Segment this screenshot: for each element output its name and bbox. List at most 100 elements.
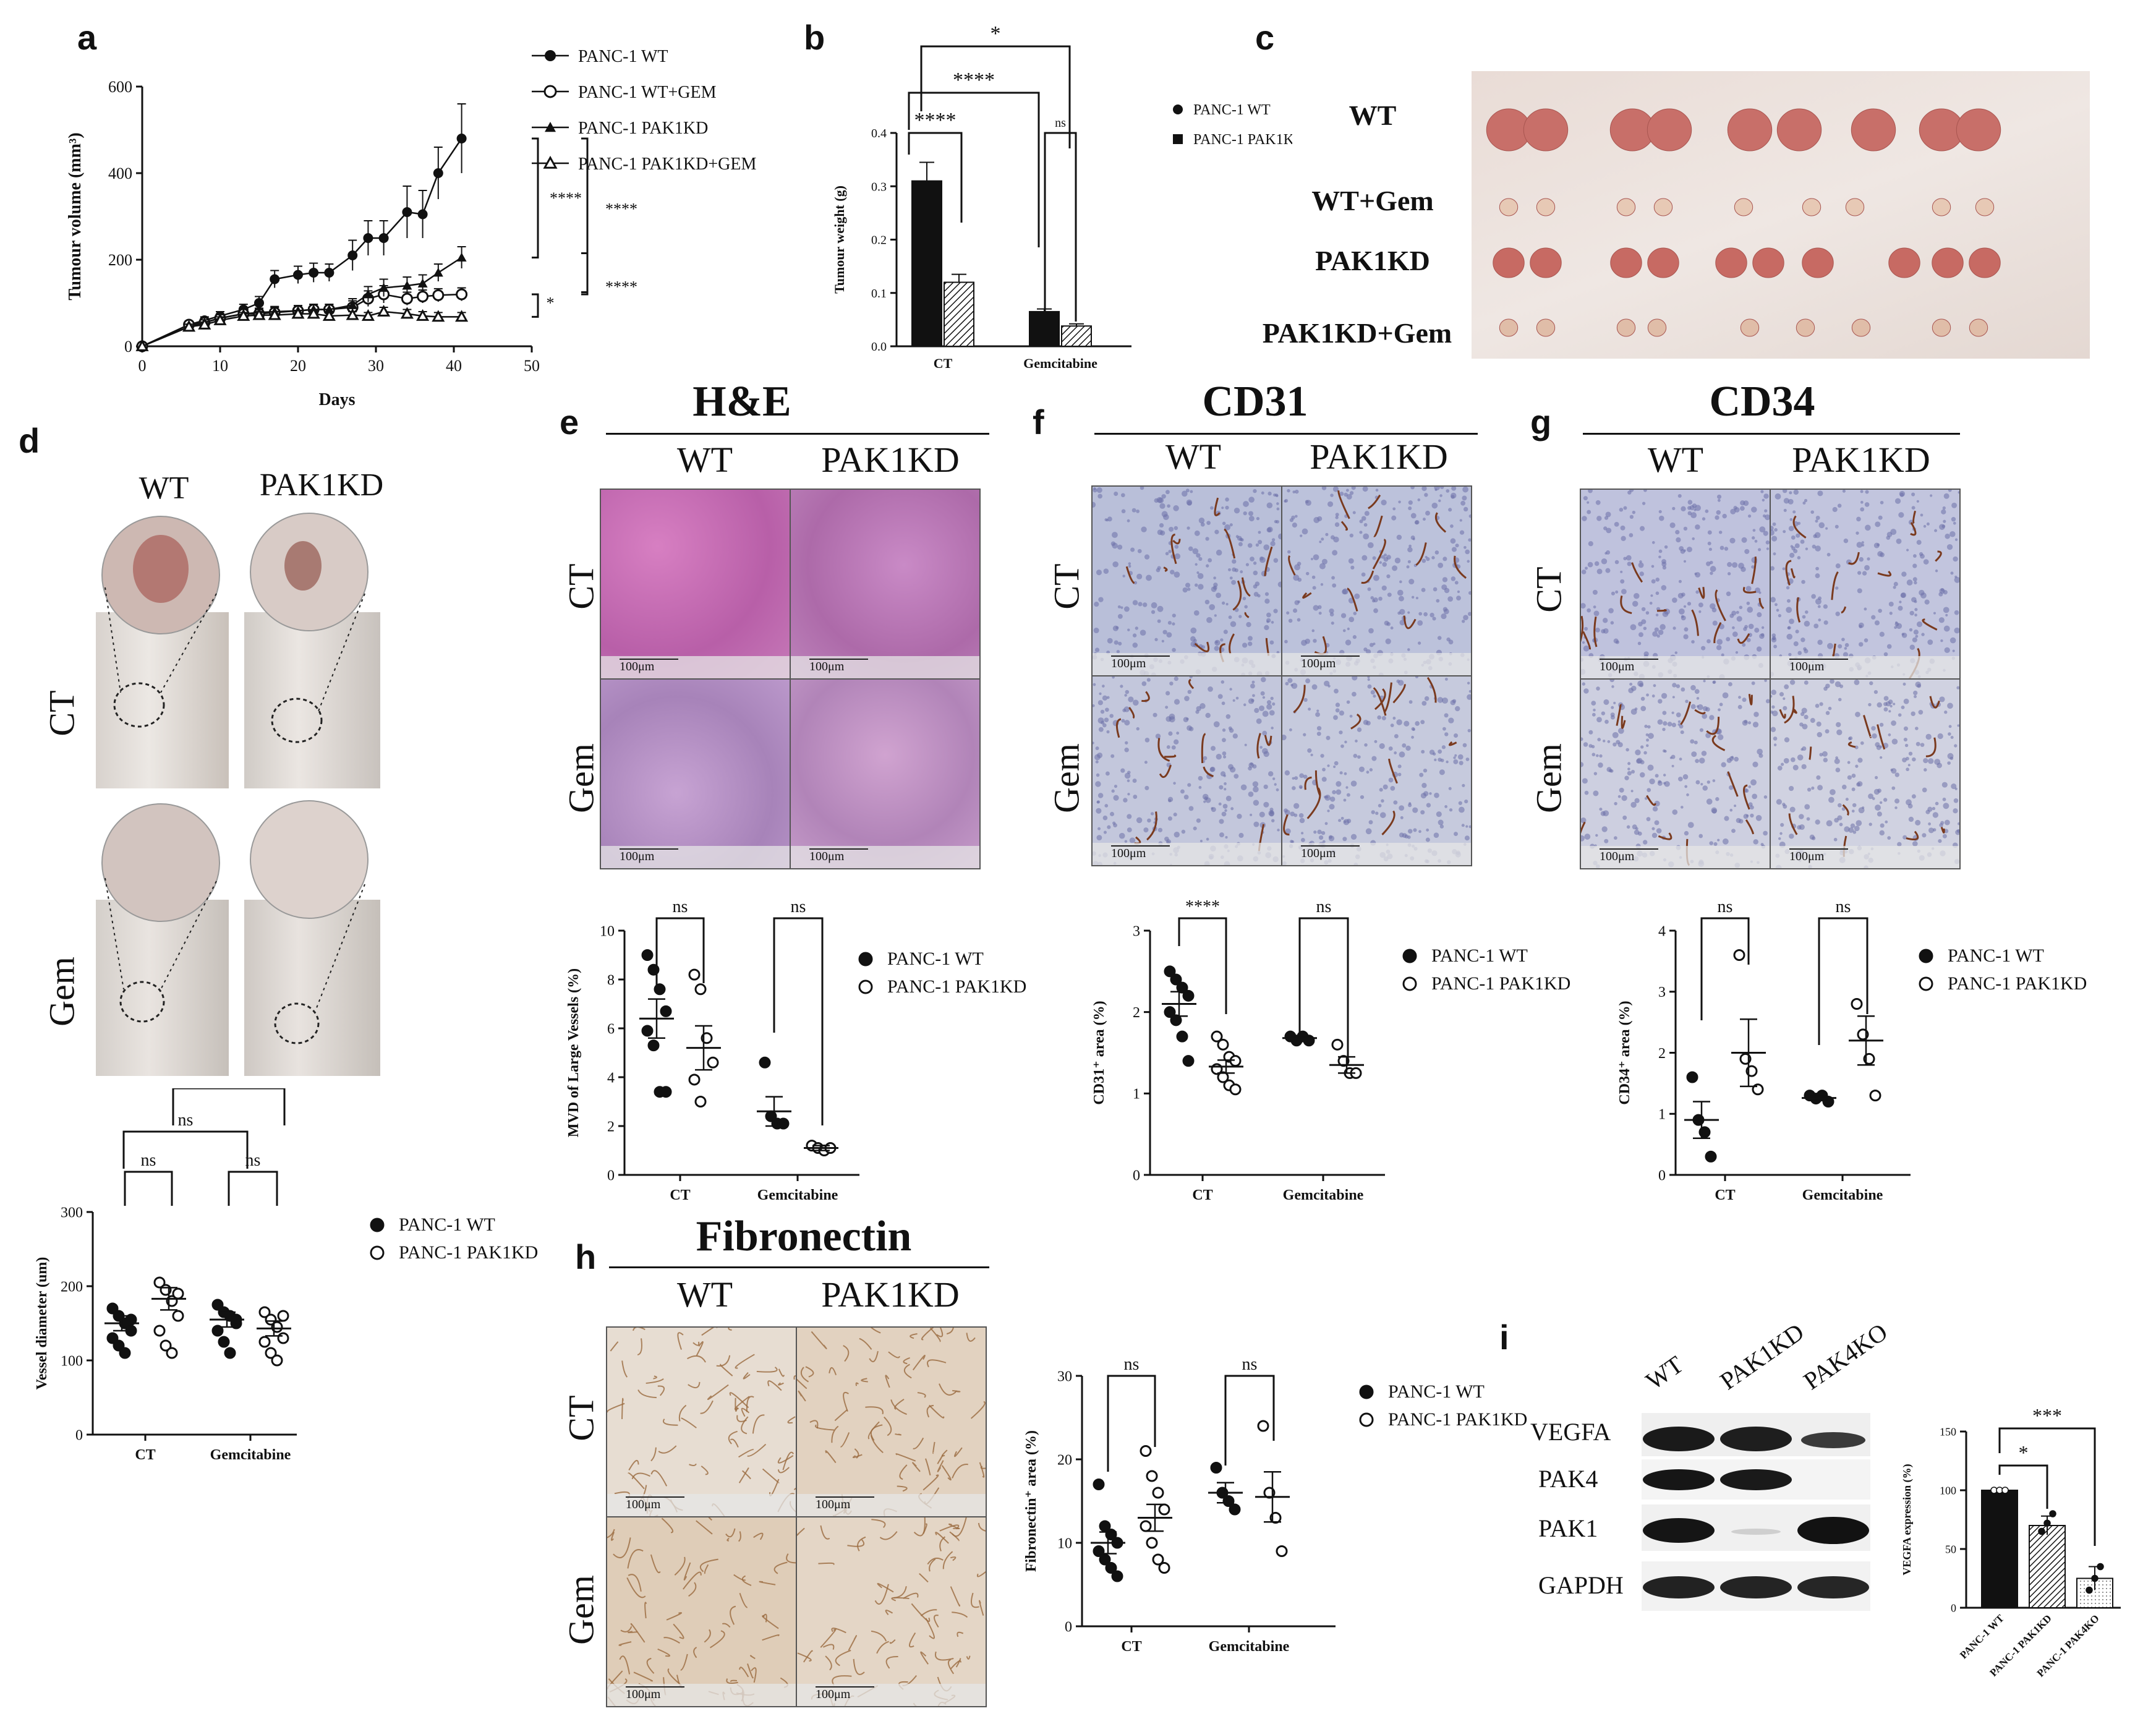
ihc-nucleus	[1860, 741, 1864, 745]
ihc-nucleus	[1827, 642, 1833, 649]
ihc-vessel	[1194, 641, 1210, 652]
ihc-nucleus	[1363, 523, 1368, 527]
ihc-vessel	[1388, 758, 1398, 784]
b-bracket-2	[908, 92, 1040, 247]
a-point	[456, 134, 467, 143]
a-point	[456, 252, 467, 262]
ihc-nucleus	[1632, 600, 1638, 607]
fn-fiber	[920, 1609, 937, 1616]
ihc-nucleus	[1657, 719, 1663, 725]
d-point	[211, 1299, 224, 1311]
ihc-nucleus	[1272, 702, 1276, 706]
a-xlabel: Days	[318, 390, 355, 409]
ihc-nucleus	[1457, 754, 1464, 760]
ihc-nucleus	[1359, 519, 1363, 524]
ihc-nucleus	[1209, 767, 1215, 772]
ihc-nucleus	[1721, 653, 1724, 657]
fn-fiber	[934, 1651, 954, 1661]
ihc-nucleus	[1258, 705, 1265, 711]
ihc-nucleus	[1130, 547, 1135, 552]
ihc-nucleus	[1949, 531, 1956, 537]
ihc-nucleus	[1286, 611, 1290, 615]
ihc-nucleus	[1915, 727, 1919, 730]
ihc-nucleus	[1786, 607, 1792, 613]
fn-fiber	[952, 1389, 961, 1393]
ihc-nucleus	[1300, 838, 1305, 842]
ihc-nucleus	[1836, 722, 1841, 728]
ihc-nucleus	[1325, 532, 1329, 536]
ihc-nucleus	[1879, 631, 1885, 637]
fn-fiber	[650, 1470, 668, 1487]
ihc-nucleus	[1317, 829, 1322, 835]
ihc-nucleus	[1127, 779, 1130, 782]
ihc-nucleus	[1658, 629, 1664, 635]
ihc-nucleus	[1161, 494, 1166, 499]
ihc-vessel	[1790, 568, 1796, 579]
g-point	[1851, 998, 1863, 1010]
ihc-vessel	[1620, 595, 1632, 615]
h-point	[1257, 1420, 1269, 1432]
fn-fiber	[646, 1657, 655, 1674]
ihc-nucleus	[1583, 626, 1588, 631]
ihc-nucleus	[1835, 612, 1840, 617]
fn-fiber	[912, 1355, 926, 1371]
d-point	[172, 1287, 184, 1300]
ihc-nucleus	[1187, 689, 1192, 694]
e-col-kd: PAK1KD	[821, 440, 960, 480]
f-point	[1182, 1055, 1195, 1067]
ihc-nucleus	[1307, 748, 1312, 753]
i-cat-label: PANC-1 WT	[1958, 1612, 2006, 1661]
ihc-nucleus	[1712, 779, 1716, 782]
ihc-nucleus	[1373, 642, 1376, 646]
i-point	[2091, 1574, 2098, 1582]
fn-fiber	[857, 1536, 866, 1551]
ihc-nucleus	[1276, 519, 1280, 524]
ihc-nucleus	[1729, 785, 1734, 790]
fn-fiber	[926, 1404, 934, 1418]
fn-fiber	[680, 1654, 688, 1671]
ihc-nucleus	[1731, 610, 1737, 616]
fn-fiber	[893, 1586, 907, 1599]
ihc-nucleus	[1883, 652, 1888, 657]
ihc-vessel	[1925, 737, 1937, 757]
ihc-nucleus	[1677, 776, 1683, 782]
ihc-nucleus	[1815, 573, 1820, 579]
ihc-nucleus	[1631, 769, 1635, 774]
ihc-nucleus	[1655, 578, 1660, 582]
ihc-vessel	[1256, 733, 1261, 759]
ihc-nucleus	[1371, 810, 1375, 814]
ihc-nucleus	[1320, 754, 1324, 758]
ihc-nucleus	[1683, 605, 1687, 608]
ihc-nucleus	[1860, 500, 1864, 504]
ihc-nucleus	[1810, 510, 1814, 514]
ihc-nucleus	[1173, 782, 1176, 785]
ihc-nucleus	[1916, 621, 1923, 628]
ihc-nucleus	[1621, 795, 1627, 801]
e-point	[694, 1096, 707, 1107]
ihc-vessel	[1306, 787, 1321, 819]
ihc-nucleus	[1242, 597, 1246, 600]
ihc-nucleus	[1680, 730, 1684, 735]
a-point	[378, 283, 389, 292]
ihc-nucleus	[1407, 560, 1411, 564]
ihc-nucleus	[1348, 558, 1354, 564]
h-tile-wt-ct: 100μm	[606, 1326, 797, 1517]
ihc-nucleus	[1208, 558, 1212, 563]
ihc-nucleus	[1801, 707, 1807, 714]
ihc-nucleus	[1219, 832, 1224, 838]
ihc-nucleus	[1817, 639, 1823, 645]
ihc-nucleus	[1856, 531, 1859, 535]
ihc-nucleus	[1661, 559, 1666, 564]
f-bracket-label: ns	[1316, 897, 1332, 916]
d-row-gem: Gem	[41, 957, 82, 1026]
ihc-nucleus	[1174, 676, 1178, 681]
ihc-nucleus	[1268, 771, 1274, 777]
ihc-nucleus	[1225, 795, 1232, 801]
ihc-nucleus	[1367, 676, 1370, 678]
tumour	[1969, 318, 1988, 337]
ihc-nucleus	[1442, 727, 1446, 731]
ihc-nucleus	[1172, 647, 1176, 652]
a-legend-label: PANC-1 PAK1KD	[578, 119, 708, 138]
ihc-nucleus	[1357, 755, 1361, 759]
